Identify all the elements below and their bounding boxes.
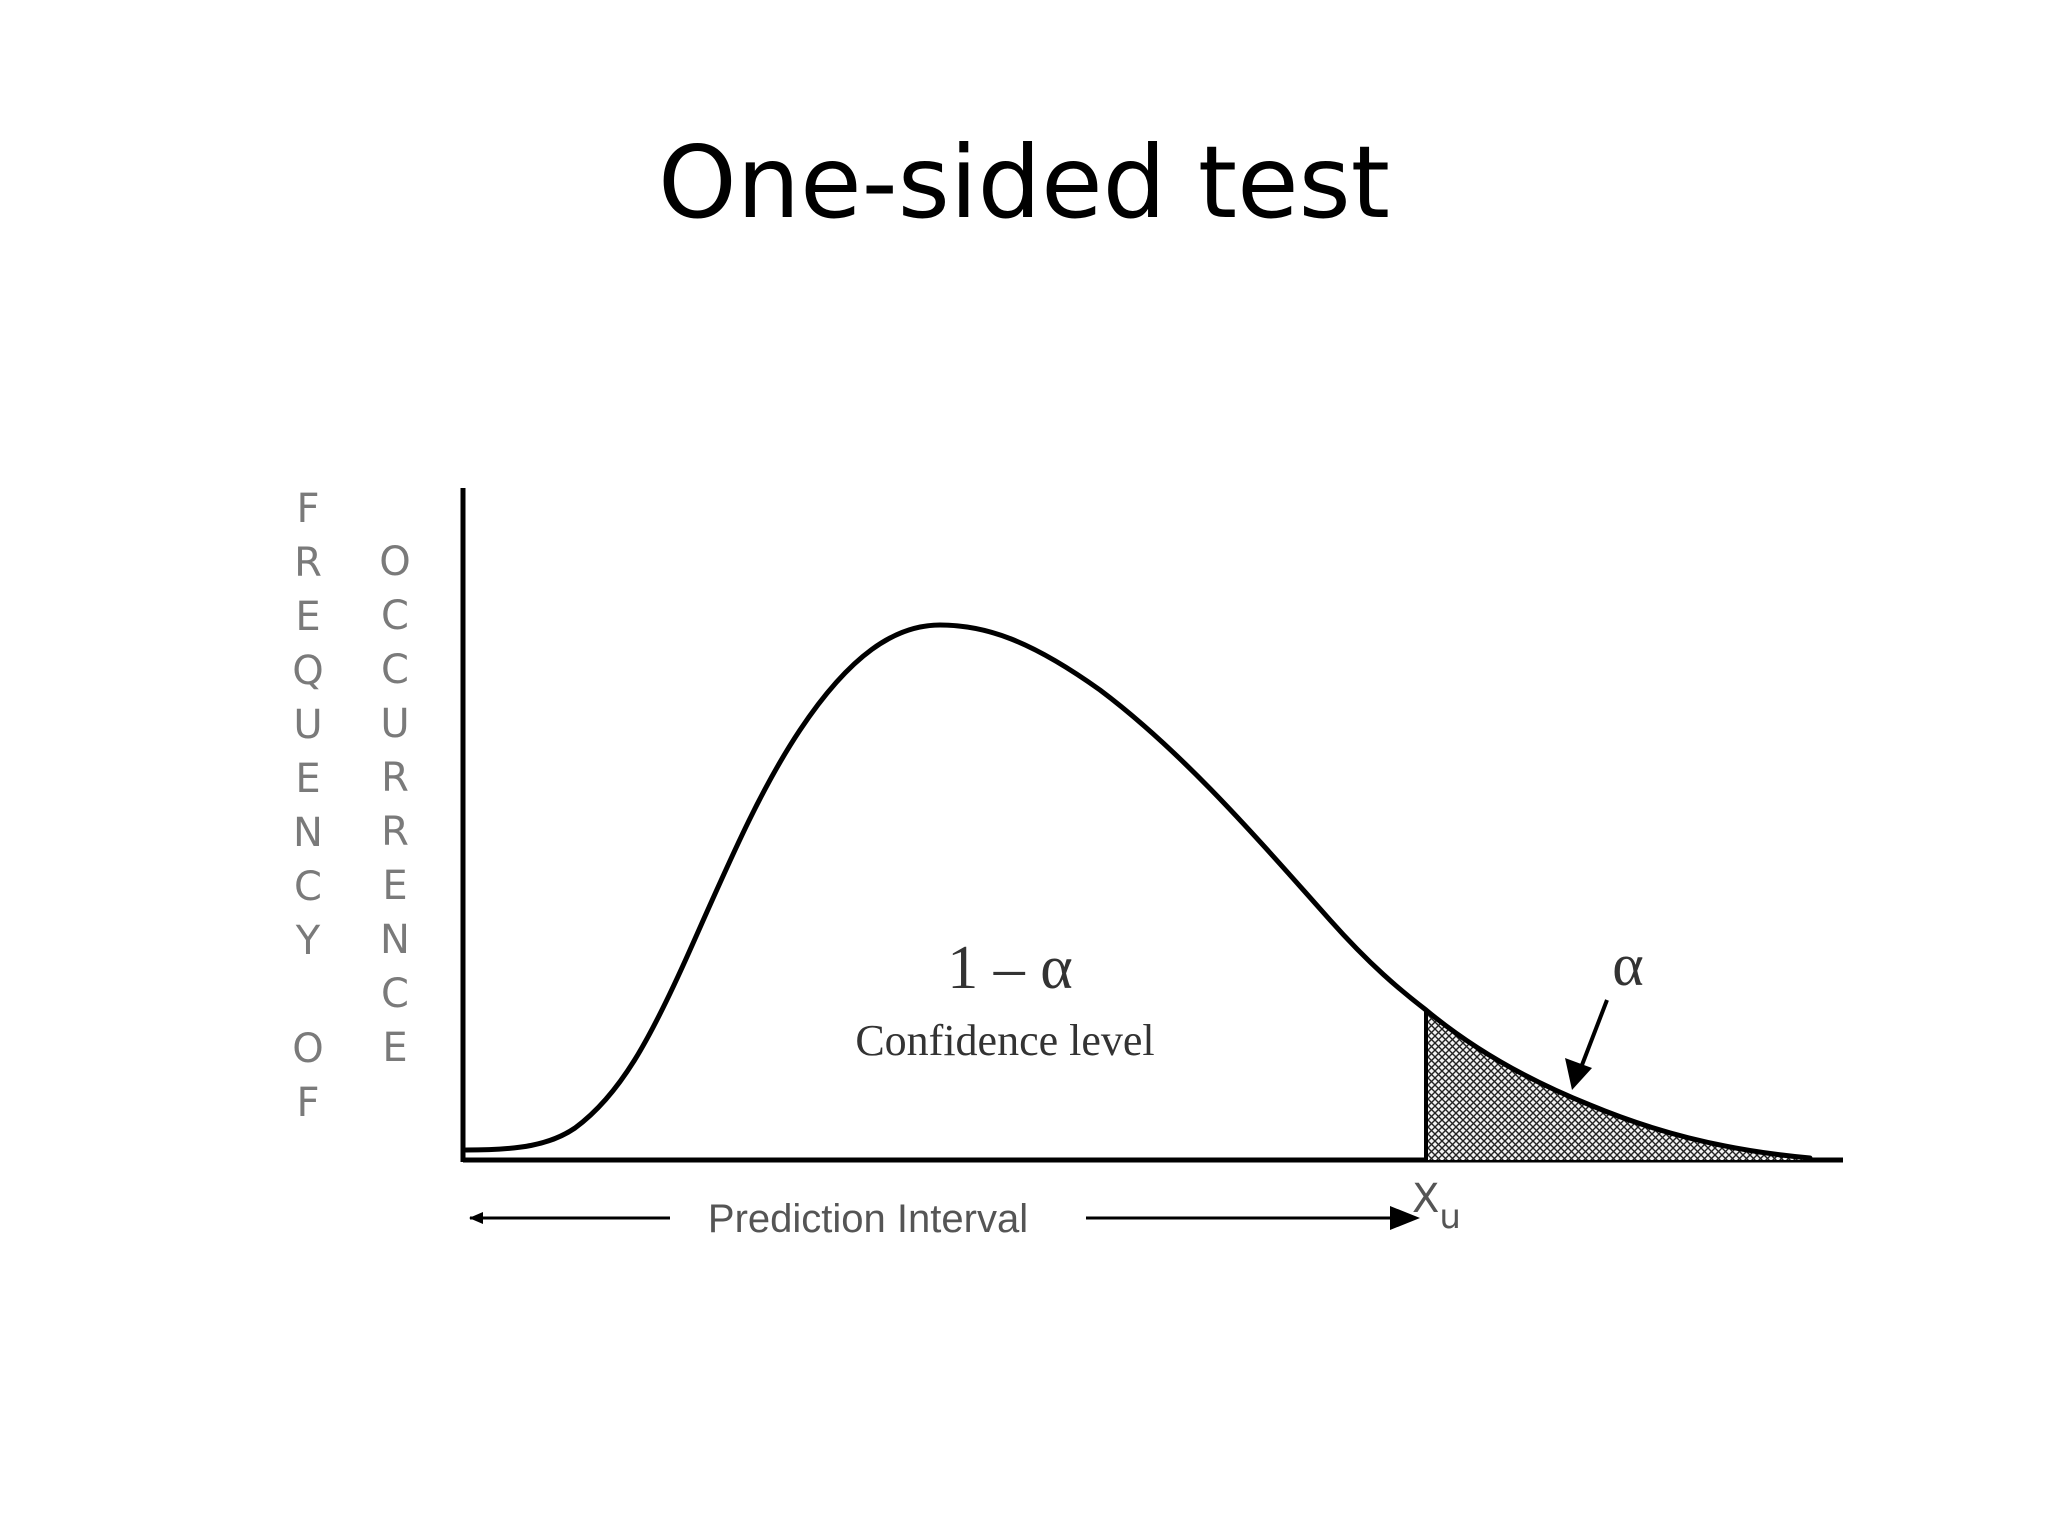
y-axis-label-col2-letter: C: [381, 647, 409, 693]
y-axis-label-col1-letter: U: [293, 702, 322, 748]
y-axis-label-col1-letter: N: [293, 810, 323, 856]
y-axis-label-col1-letter: O: [292, 1026, 323, 1072]
y-axis-label-col2-letter: C: [381, 971, 409, 1017]
y-axis-label-col1-letter: Q: [292, 648, 323, 694]
y-axis-label-col1-letter: E: [295, 594, 320, 640]
confidence-caption: Confidence level: [855, 1016, 1154, 1065]
alpha-arrow-head: [1565, 1058, 1592, 1090]
distribution-curve: [463, 622, 1813, 1161]
critical-value-subscript: u: [1439, 1197, 1461, 1237]
critical-value-main: X: [1412, 1176, 1439, 1222]
confidence-symbol: 1 – α: [947, 934, 1072, 1002]
prediction-interval-label: Prediction Interval: [708, 1197, 1028, 1241]
y-axis-label-col2-letter: N: [380, 917, 410, 963]
y-axis-label-col2-letter: R: [381, 809, 409, 855]
slide-title: One-sided test: [658, 124, 1390, 241]
y-axis-label-col1-letter: C: [294, 864, 322, 910]
y-axis-label-col1-letter: R: [294, 540, 322, 586]
y-axis-label-col2-letter: U: [380, 701, 409, 747]
interval-arrow-right-head: [1390, 1206, 1420, 1230]
alpha-symbol: α: [1612, 932, 1643, 998]
y-axis-label-col1-letter: F: [296, 486, 319, 532]
alpha-arrow-shaft: [1580, 999, 1609, 1066]
y-axis-label-col1-letter: E: [295, 756, 320, 802]
tail-shaded-region: [1426, 1010, 1810, 1160]
y-axis-label-col2-letter: R: [381, 755, 409, 801]
y-axis-label-col2-letter: E: [382, 863, 407, 909]
critical-value-label: Xu: [1412, 1176, 1461, 1237]
y-axis-label-col2-letter: E: [382, 1025, 407, 1071]
y-axis-label-col2-letter: O: [379, 539, 410, 585]
y-axis-label-col2-letter: C: [381, 593, 409, 639]
y-axis-label-col1-letter: Y: [295, 918, 321, 964]
y-axis-label-col1-letter: F: [296, 1080, 319, 1126]
